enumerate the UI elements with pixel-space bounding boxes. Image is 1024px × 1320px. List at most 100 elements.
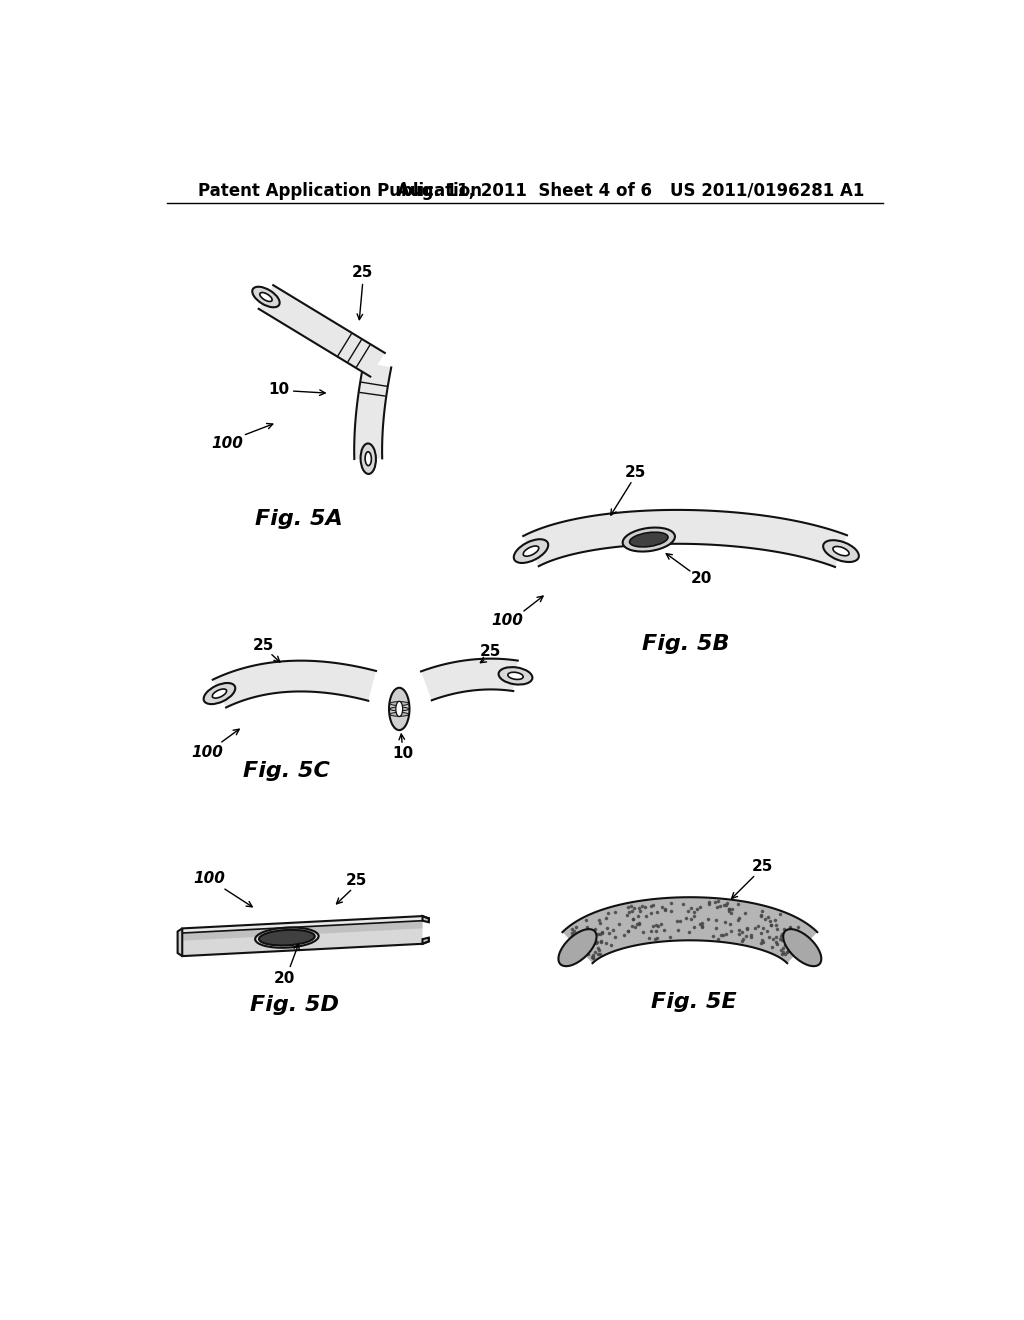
Point: [590, 924, 606, 945]
Point: [754, 900, 770, 921]
Point: [654, 896, 671, 917]
Point: [584, 933, 600, 954]
Text: 25: 25: [752, 859, 773, 874]
Point: [607, 902, 624, 923]
Point: [772, 904, 788, 925]
Text: 100: 100: [492, 612, 523, 628]
Point: [784, 925, 801, 946]
Point: [564, 923, 581, 944]
Ellipse shape: [260, 293, 272, 301]
Ellipse shape: [623, 528, 675, 552]
Point: [643, 903, 659, 924]
Point: [760, 907, 776, 928]
Point: [578, 909, 594, 931]
Polygon shape: [423, 916, 429, 923]
Point: [768, 927, 784, 948]
Point: [578, 923, 594, 944]
Point: [753, 906, 769, 927]
Point: [599, 903, 615, 924]
Point: [737, 925, 754, 946]
Text: 20: 20: [691, 570, 712, 586]
Point: [707, 892, 723, 913]
Point: [763, 913, 779, 935]
Point: [585, 948, 601, 969]
Point: [772, 940, 788, 961]
Point: [645, 895, 662, 916]
Point: [721, 898, 737, 919]
Point: [730, 894, 746, 915]
Point: [630, 906, 646, 927]
Point: [584, 946, 600, 968]
Ellipse shape: [212, 689, 226, 698]
Point: [692, 896, 709, 917]
Ellipse shape: [783, 929, 821, 966]
Point: [708, 917, 724, 939]
Point: [716, 894, 732, 915]
Text: Fig. 5A: Fig. 5A: [255, 508, 342, 529]
Point: [710, 891, 726, 912]
Point: [774, 923, 791, 944]
Point: [662, 927, 678, 948]
Point: [591, 940, 607, 961]
Point: [582, 923, 598, 944]
Point: [680, 900, 696, 921]
Point: [710, 896, 726, 917]
Point: [723, 903, 739, 924]
Point: [589, 931, 605, 952]
Point: [722, 913, 738, 935]
Point: [753, 904, 769, 925]
Point: [779, 937, 796, 958]
Text: 10: 10: [268, 381, 290, 397]
Point: [578, 937, 594, 958]
Point: [778, 941, 795, 962]
Text: 25: 25: [625, 465, 646, 480]
Point: [709, 909, 725, 931]
Point: [567, 916, 584, 937]
Point: [774, 944, 791, 965]
Point: [564, 919, 581, 940]
Ellipse shape: [252, 286, 280, 308]
Point: [739, 917, 756, 939]
Point: [604, 919, 621, 940]
Point: [777, 944, 794, 965]
Point: [620, 921, 636, 942]
Point: [730, 923, 746, 944]
Point: [781, 940, 798, 961]
Text: 25: 25: [346, 873, 368, 888]
Point: [768, 932, 784, 953]
Point: [647, 915, 664, 936]
Point: [573, 925, 590, 946]
Point: [638, 906, 654, 927]
Point: [649, 927, 666, 948]
Text: 10: 10: [392, 746, 414, 762]
Point: [683, 898, 699, 919]
Point: [629, 913, 645, 935]
Point: [759, 920, 775, 941]
Point: [793, 931, 809, 952]
Text: 100: 100: [194, 871, 225, 886]
Point: [593, 931, 609, 952]
Point: [657, 899, 674, 920]
Point: [672, 909, 688, 931]
Point: [592, 924, 608, 945]
Ellipse shape: [630, 532, 668, 546]
Text: Fig. 5D: Fig. 5D: [250, 995, 339, 1015]
Point: [724, 898, 740, 919]
Point: [624, 915, 640, 936]
Point: [753, 923, 769, 944]
Text: 25: 25: [352, 265, 374, 280]
Point: [694, 916, 711, 937]
Point: [782, 917, 799, 939]
Point: [686, 902, 702, 923]
Point: [757, 908, 773, 929]
Point: [739, 919, 756, 940]
Point: [631, 913, 647, 935]
Point: [624, 900, 640, 921]
Point: [761, 927, 777, 948]
Point: [753, 932, 769, 953]
Ellipse shape: [514, 540, 548, 562]
Point: [779, 940, 796, 961]
Point: [642, 896, 658, 917]
Point: [779, 921, 796, 942]
Point: [790, 916, 806, 937]
